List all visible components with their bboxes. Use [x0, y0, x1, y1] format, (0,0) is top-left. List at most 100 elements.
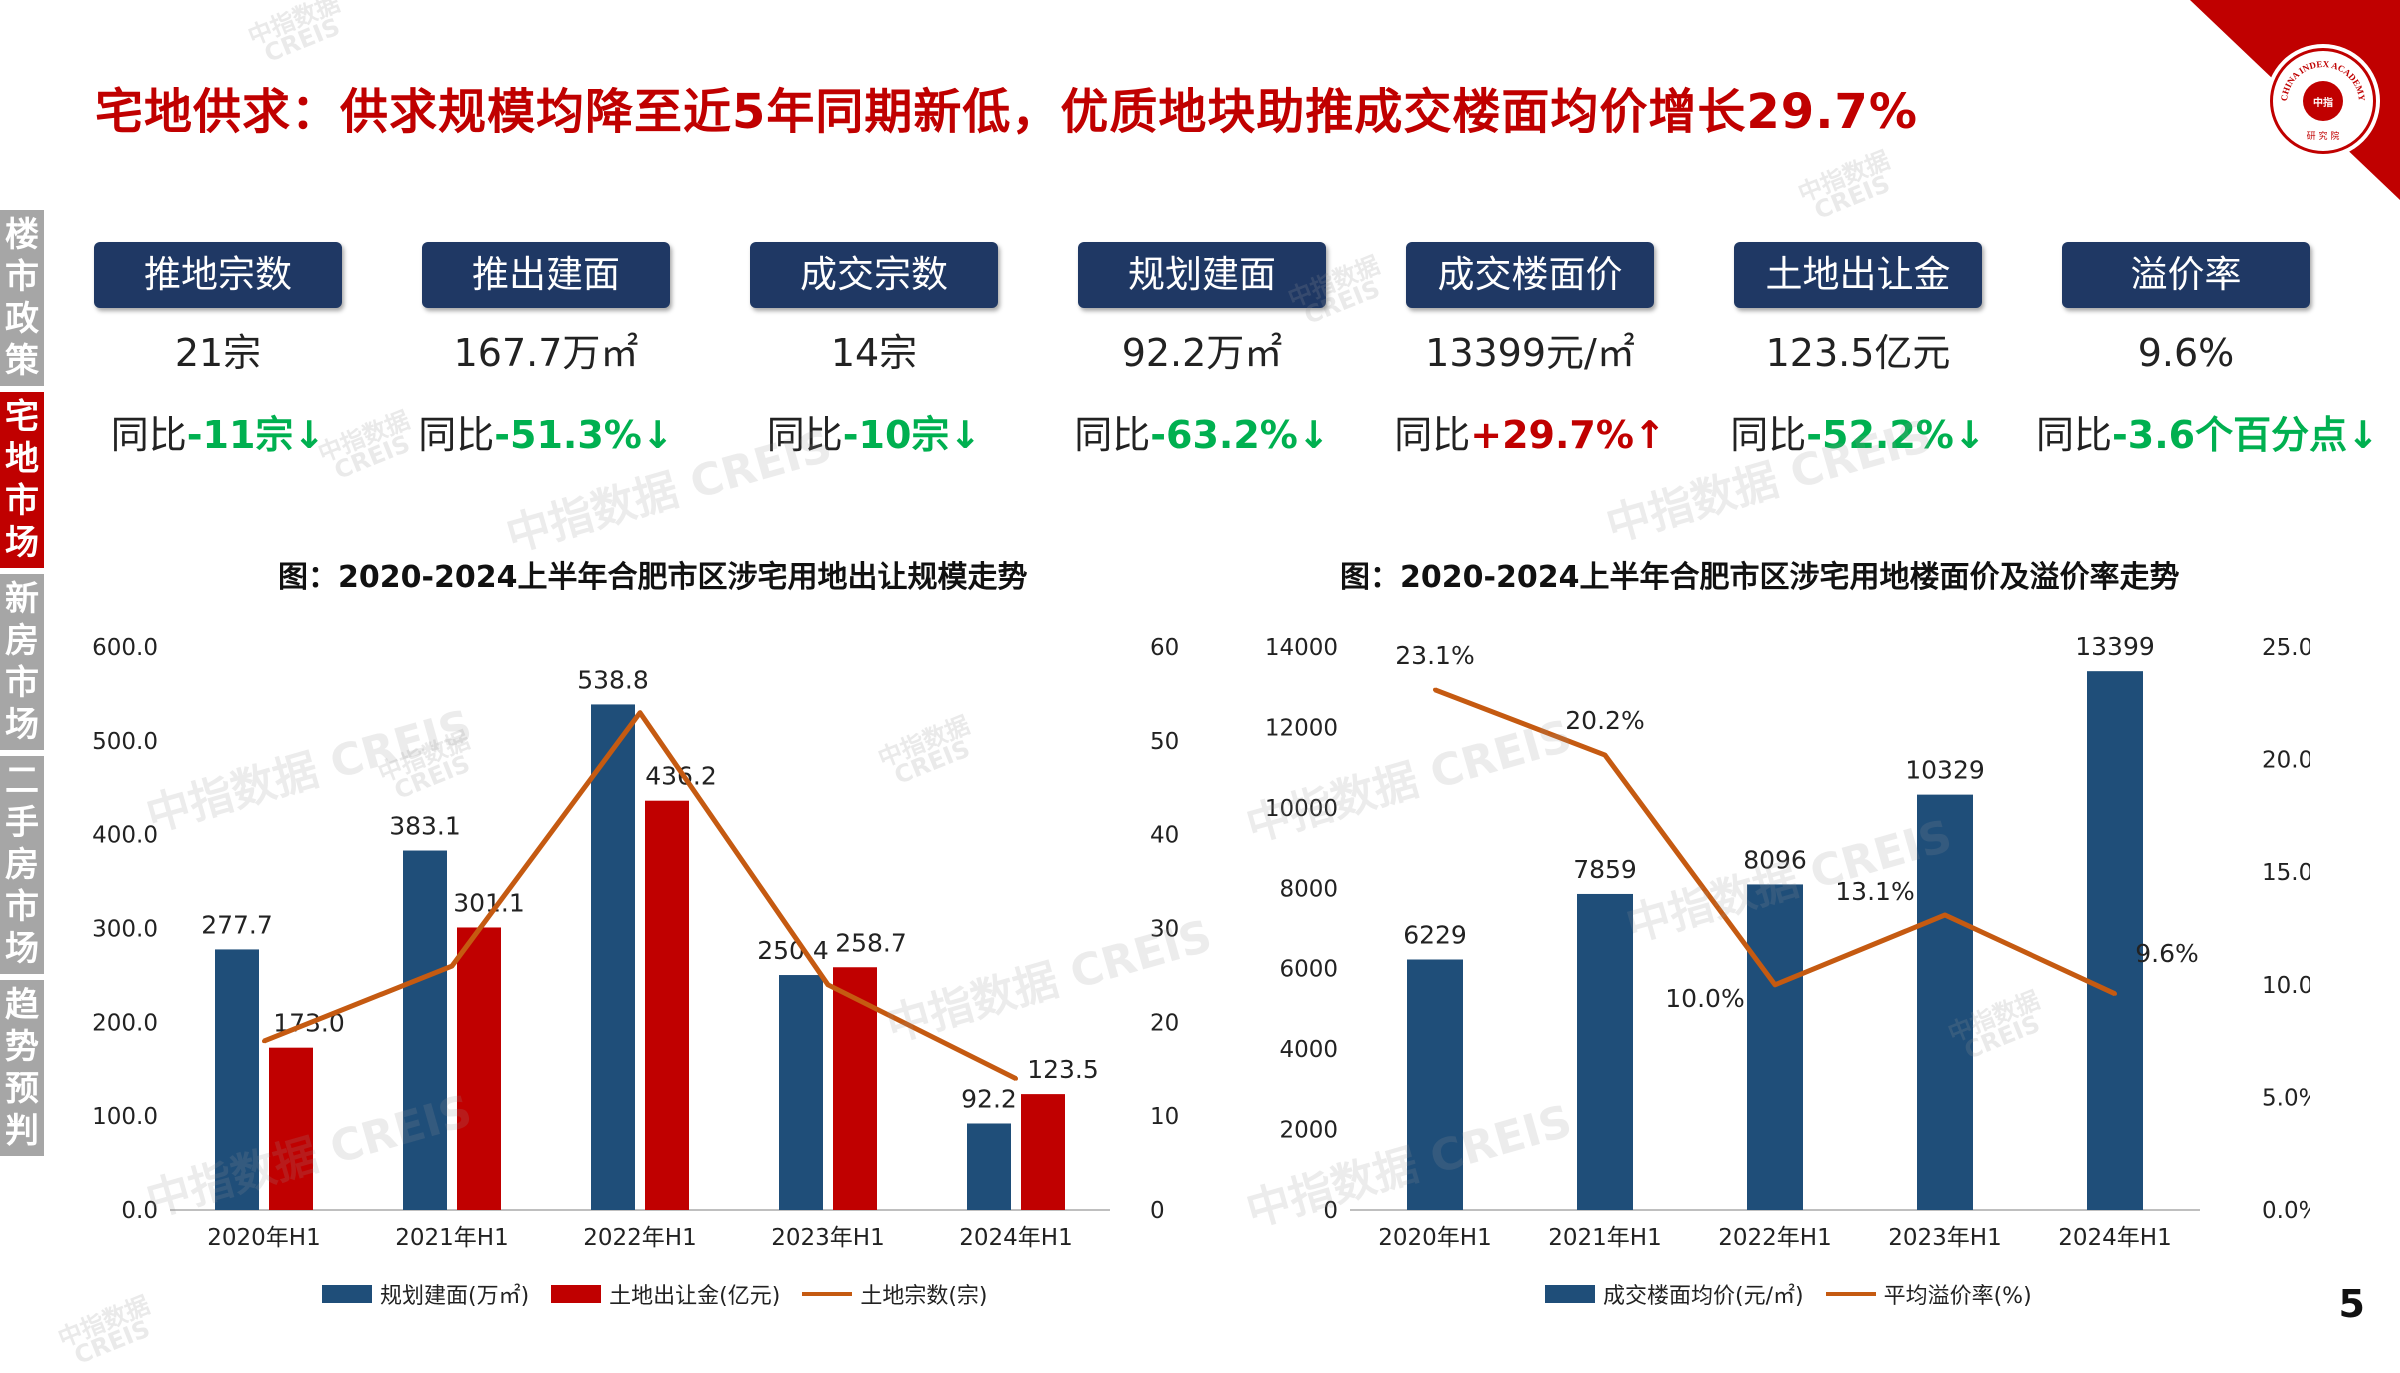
legend-label: 土地宗数(宗): [860, 1284, 988, 1309]
legend-swatch: [1545, 1285, 1595, 1303]
kpi-floor-price: 成交楼面价 13399元/㎡ 同比+29.7%↑: [1380, 242, 1680, 459]
line-point: [1773, 982, 1777, 987]
kpi-label: 成交楼面价: [1406, 242, 1654, 308]
line-data-label: 9.6%: [2135, 939, 2199, 968]
line-data-label: 20.2%: [1565, 706, 1644, 735]
legend-label: 平均溢价率(%): [1883, 1284, 2032, 1309]
kpi-yoy-prefix: 同比: [2036, 413, 2113, 457]
y-right-tick: 25.0%: [2262, 635, 2310, 661]
kpi-label: 推地宗数: [94, 242, 342, 308]
kpi-yoy-change: -51.3%↓: [494, 413, 674, 457]
logo-lettering: CHINA INDEX ACADEMY 研 究 院 中指: [2279, 59, 2367, 142]
bar-primary: [2087, 671, 2143, 1210]
y-left-tick: 2000: [1279, 1118, 1338, 1144]
x-tick-label: 2024年H1: [959, 1225, 1072, 1251]
x-tick-label: 2022年H1: [583, 1225, 696, 1251]
bar-data-label: 92.2: [961, 1084, 1017, 1113]
y-left-tick: 6000: [1279, 957, 1338, 983]
legend-item: 平均溢价率(%): [1825, 1278, 2032, 1310]
kpi-yoy-prefix: 同比: [1074, 413, 1151, 457]
kpi-deal-count: 成交宗数 14宗 同比-10宗↓: [724, 242, 1024, 459]
bar-data-label: 6229: [1403, 921, 1467, 950]
legend-item: 成交楼面均价(元/㎡): [1545, 1278, 1804, 1310]
bar-data-label: 277.7: [201, 910, 273, 939]
kpi-yoy: 同比-3.6个百分点↓: [2036, 404, 2379, 459]
bar-data-label: 10329: [1905, 756, 1985, 785]
y-right-tick: 20.0%: [2262, 748, 2310, 774]
page-title: 宅地供求：供求规模均降至近5年同期新低，优质地块助推成交楼面均价增长29.7%: [95, 84, 1918, 140]
y-left-tick: 4000: [1279, 1037, 1338, 1063]
kpi-yoy: 同比+29.7%↑: [1380, 404, 1680, 459]
y-left-tick: 0: [1323, 1198, 1338, 1224]
kpi-land-revenue: 土地出让金 123.5亿元 同比-52.2%↓: [1708, 242, 2008, 459]
kpi-label: 土地出让金: [1734, 242, 1982, 308]
legend-swatch: [802, 1292, 853, 1296]
line-point: [450, 964, 454, 969]
kpi-yoy-prefix: 同比: [766, 413, 843, 457]
line-point: [2113, 991, 2117, 996]
bar-data-label: 258.7: [835, 928, 907, 957]
kpi-yoy-prefix: 同比: [110, 413, 187, 457]
kpi-label: 推出建面: [422, 242, 670, 308]
bar-secondary: [269, 1047, 313, 1210]
bar-primary: [1747, 884, 1803, 1210]
y-left-tick: 500.0: [92, 729, 158, 755]
legend-item: 土地出让金(亿元): [551, 1278, 780, 1310]
sidebar-item-new-homes[interactable]: 新房市场: [0, 574, 44, 750]
bar-primary: [215, 949, 259, 1210]
line-point: [1014, 1076, 1018, 1081]
bar-primary: [1577, 893, 1633, 1210]
kpi-yoy-change: -11宗↓: [186, 413, 326, 457]
kpi-yoy-change: -10宗↓: [842, 413, 982, 457]
bar-primary: [1407, 959, 1463, 1210]
line-data-label: 23.1%: [1395, 641, 1474, 670]
bar-data-label: 250.4: [757, 936, 829, 965]
sidebar-item-outlook[interactable]: 趋势预判: [0, 980, 44, 1156]
bar-primary: [1917, 794, 1973, 1210]
bar-data-label: 13399: [2075, 632, 2155, 661]
y-right-tick: 30: [1150, 917, 1179, 943]
kpi-label: 成交宗数: [750, 242, 998, 308]
kpi-value: 123.5亿元: [1765, 331, 1951, 375]
kpi-planned-area: 规划建面 92.2万㎡ 同比-63.2%↓: [1052, 242, 1352, 459]
bar-data-label: 383.1: [389, 812, 461, 841]
line-point: [1943, 912, 1947, 917]
chart1-title: 图：2020-2024上半年合肥市区涉宅用地出让规模走势: [278, 560, 1028, 595]
y-right-tick: 50: [1150, 729, 1179, 755]
sidebar-nav: 楼市政策 宅地市场 新房市场 二手房市场 趋势预判: [0, 210, 44, 1162]
kpi-yoy-change: +29.7%↑: [1470, 413, 1666, 457]
kpi-yoy-prefix: 同比: [1394, 413, 1471, 457]
x-tick-label: 2023年H1: [771, 1225, 884, 1251]
bar-primary: [403, 850, 447, 1210]
kpi-label: 规划建面: [1078, 242, 1326, 308]
chart1-legend: 规划建面(万㎡) 土地出让金(亿元) 土地宗数(宗): [322, 1278, 988, 1310]
y-right-tick: 15.0%: [2262, 860, 2310, 886]
legend-item: 规划建面(万㎡): [322, 1278, 529, 1310]
y-right-tick: 5.0%: [2262, 1085, 2310, 1111]
x-tick-label: 2024年H1: [2058, 1225, 2171, 1251]
kpi-value: 21宗: [174, 331, 262, 375]
y-left-tick: 0.0: [121, 1198, 158, 1224]
kpi-yoy: 同比-63.2%↓: [1052, 404, 1352, 459]
legend-label: 规划建面(万㎡): [380, 1284, 530, 1309]
sidebar-item-policy[interactable]: 楼市政策: [0, 210, 44, 386]
logo-emblem: [2303, 81, 2343, 121]
legend-label: 土地出让金(亿元): [609, 1284, 781, 1309]
y-left-tick: 600.0: [92, 635, 158, 661]
y-left-tick: 12000: [1265, 715, 1338, 741]
kpi-value: 9.6%: [2137, 331, 2235, 375]
line-point: [638, 710, 642, 715]
page-number: 5: [2338, 1282, 2365, 1326]
legend-swatch: [1825, 1292, 1876, 1296]
sidebar-item-land-market[interactable]: 宅地市场: [0, 392, 44, 568]
x-tick-label: 2023年H1: [1888, 1225, 2001, 1251]
y-right-tick: 20: [1150, 1010, 1179, 1036]
bar-data-label: 123.5: [1027, 1055, 1099, 1084]
kpi-value: 92.2万㎡: [1121, 331, 1283, 375]
sidebar-item-resale[interactable]: 二手房市场: [0, 756, 44, 974]
line-point: [1433, 687, 1437, 692]
kpi-yoy: 同比-10宗↓: [724, 404, 1024, 459]
bar-data-label: 538.8: [577, 665, 649, 694]
academy-logo: CHINA INDEX ACADEMY 研 究 院 中指: [2270, 48, 2376, 154]
kpi-value: 13399元/㎡: [1425, 331, 1635, 375]
